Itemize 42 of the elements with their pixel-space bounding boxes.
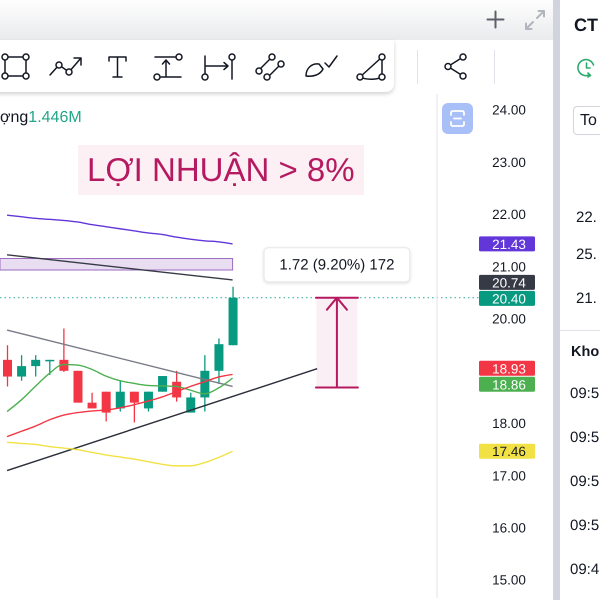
candlestick: [31, 354, 40, 378]
text: 09:5: [570, 517, 600, 534]
y-tick-label: 20.74: [492, 274, 526, 290]
text: 09:5: [570, 473, 600, 490]
line-series: [6, 214, 234, 245]
candlestick: [102, 391, 111, 422]
text: 21.: [576, 290, 597, 307]
text: 09:4: [570, 561, 600, 578]
text: Kho: [571, 344, 600, 360]
y-tick-label: 17.00: [492, 468, 526, 483]
text: 25.: [576, 246, 597, 263]
band-label: 1.72 (9.20%) 172: [279, 256, 394, 274]
text: 09:5: [570, 385, 600, 402]
annotation: 1.446M: [28, 109, 82, 126]
y-tick-label: 20.00: [492, 311, 526, 326]
text: LỢI NHUẬN > 8%: [87, 151, 355, 188]
candlestick: [88, 392, 97, 410]
candlestick: [116, 380, 125, 412]
line-series: [6, 442, 234, 467]
candlestick: [17, 354, 26, 382]
y-tick-label: 15.00: [492, 572, 526, 588]
y-tick-label: 17.46: [492, 444, 526, 459]
candlestick: [3, 344, 12, 388]
candlestick: [45, 359, 54, 376]
text: CT: [574, 15, 598, 35]
y-tick-label: 24.00: [492, 102, 526, 118]
y-tick-label: 18.93: [492, 360, 526, 376]
text: 09:5: [570, 429, 600, 446]
candlestick: [130, 391, 139, 424]
ref-line-label: 20.40: [492, 290, 526, 306]
y-tick-label: 18.86: [492, 376, 526, 392]
y-tick-label: 23.00: [492, 154, 526, 170]
candlestick: [144, 391, 153, 412]
y-tick-label: 21.43: [492, 236, 526, 252]
line-series: [6, 374, 234, 438]
text: 22.: [576, 209, 597, 226]
y-tick-label: 22.00: [492, 206, 526, 222]
text: To: [580, 112, 597, 129]
y-tick-label: 16.00: [492, 520, 526, 535]
annotation: ợng: [0, 109, 28, 126]
y-tick-label: 21.00: [492, 258, 526, 274]
y-tick-label: 18.00: [492, 416, 526, 431]
